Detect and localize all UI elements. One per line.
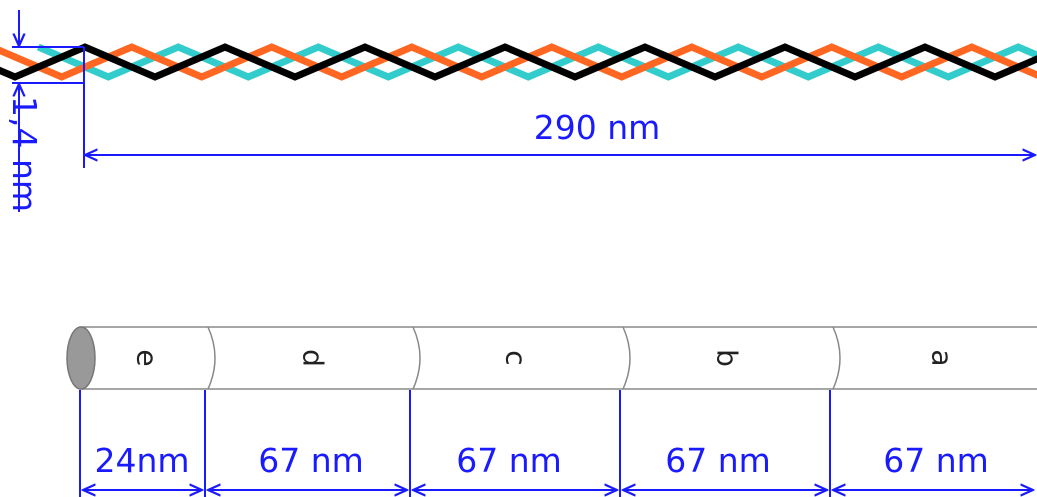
segment-divider bbox=[622, 326, 631, 390]
segment-length-a: 67 nm bbox=[883, 441, 989, 480]
helix-strand-black bbox=[0, 43, 1037, 81]
rod-body bbox=[79, 326, 1037, 390]
helix-strand-cyan bbox=[36, 43, 1037, 81]
segment-label-d: d bbox=[297, 349, 330, 367]
segment-length-e: 24nm bbox=[94, 441, 189, 480]
segment-label-c: c bbox=[500, 350, 533, 365]
segment-divider bbox=[412, 326, 421, 390]
segment-length-b: 67 nm bbox=[665, 441, 771, 480]
diameter-label: 1,4 nm bbox=[5, 96, 44, 212]
segment-divider bbox=[207, 326, 216, 390]
segment-length-c: 67 nm bbox=[456, 441, 562, 480]
helix-strand-orange bbox=[0, 43, 1037, 81]
segment-dimensions: 24nm 67 nm 67 nm 67 nm 67 nm bbox=[79, 390, 1033, 497]
helix-length-dimension: 290 nm bbox=[85, 108, 1035, 155]
length-label: 290 nm bbox=[534, 108, 661, 147]
segment-divider bbox=[832, 326, 841, 390]
triple-helix bbox=[0, 43, 1037, 81]
segment-label-a: a bbox=[926, 349, 959, 366]
segment-label-b: b bbox=[711, 349, 744, 367]
segmented-rod: e d c b a bbox=[66, 326, 1037, 390]
segment-length-d: 67 nm bbox=[258, 441, 364, 480]
helix-diameter-dimension: 1,4 nm bbox=[5, 10, 85, 212]
segment-label-e: e bbox=[131, 349, 164, 366]
rod-end-cap bbox=[66, 326, 96, 390]
